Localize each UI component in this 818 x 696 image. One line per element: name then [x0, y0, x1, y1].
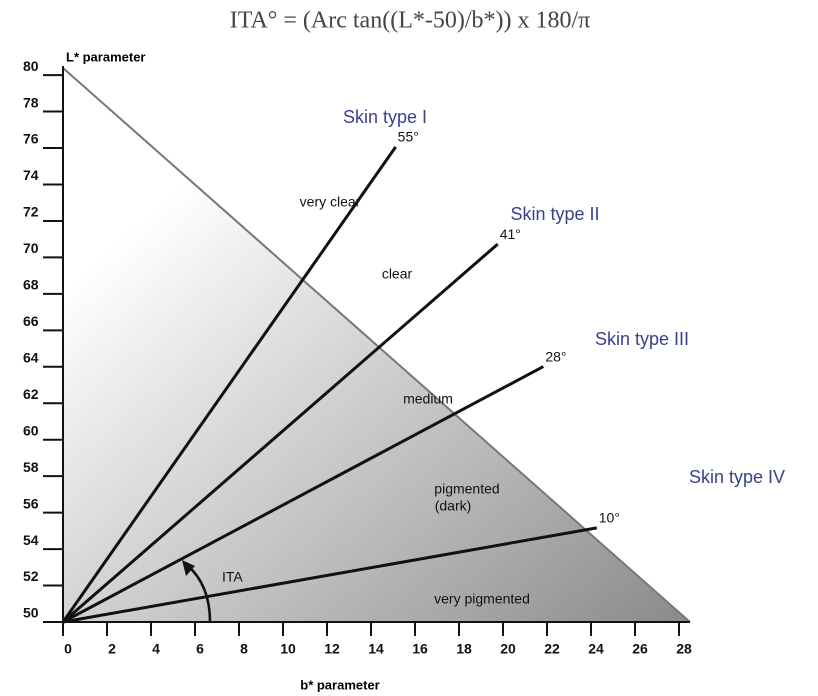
x-tick-label: 20 [500, 641, 516, 657]
x-tick-label: 8 [240, 641, 248, 657]
y-tick-label: 50 [23, 605, 39, 621]
skin-type: Skin type III [595, 329, 689, 349]
skin-type: Skin type II [510, 204, 599, 224]
x-tick-label: 12 [324, 641, 340, 657]
formula: ITA° = (Arc tan((L*-50)/b*)) x 180/π [230, 8, 591, 34]
ray-label: 41° [500, 226, 521, 242]
ita-label: ITA [222, 569, 243, 585]
skin-type: Skin type I [343, 107, 427, 127]
y-tick-label: 64 [23, 349, 39, 365]
y-tick-label: 60 [23, 422, 39, 438]
x-tick-label: 2 [108, 641, 116, 657]
x-tick-label: 4 [152, 641, 160, 657]
region-label: clear [382, 266, 413, 282]
y-tick-label: 74 [23, 167, 39, 183]
y-tick-label: 70 [23, 240, 39, 256]
y-tick-label: 78 [23, 94, 39, 110]
ray-label: 28° [545, 348, 566, 364]
region-label: very clear [300, 194, 361, 210]
x-tick-label: 16 [412, 641, 428, 657]
region-label: pigmented [434, 481, 499, 497]
x-tick-label: 0 [64, 641, 72, 657]
ita-ray [62, 242, 499, 624]
y-tick-label: 76 [23, 131, 39, 147]
x-tick-label: 18 [456, 641, 472, 657]
y-tick-label: 72 [23, 204, 39, 220]
ita-ray [61, 146, 397, 623]
x-tick-label: 26 [632, 641, 648, 657]
x-tick-label: 24 [588, 641, 604, 657]
x-tick-label: 28 [676, 641, 692, 657]
ray-label: 10° [599, 510, 620, 526]
y-tick-label: 56 [23, 495, 39, 511]
y-tick-label: 58 [23, 459, 39, 475]
y-tick-label: 52 [23, 568, 39, 584]
region-label: medium [403, 391, 453, 407]
x-tick-label: 22 [544, 641, 560, 657]
ray-label: 55° [398, 129, 419, 145]
ita-arrowhead [182, 560, 195, 576]
y-tick-label: 66 [23, 313, 39, 329]
x-tick-label: 10 [280, 641, 296, 657]
y-tick-label: 62 [23, 386, 39, 402]
region-label: (dark) [435, 498, 472, 514]
skin-type: Skin type IV [689, 467, 785, 487]
ita-ray [62, 365, 545, 624]
x-tick-label: 14 [368, 641, 384, 657]
region-label: very pigmented [434, 591, 530, 607]
x-axis-label: b* parameter [300, 677, 379, 692]
y-tick-label: 68 [23, 277, 39, 293]
x-tick-label: 6 [196, 641, 204, 657]
y-tick-label: 80 [23, 58, 39, 74]
ita-ray [62, 526, 598, 624]
y-axis-label: L* parameter [66, 49, 145, 64]
y-tick-label: 54 [23, 532, 39, 548]
